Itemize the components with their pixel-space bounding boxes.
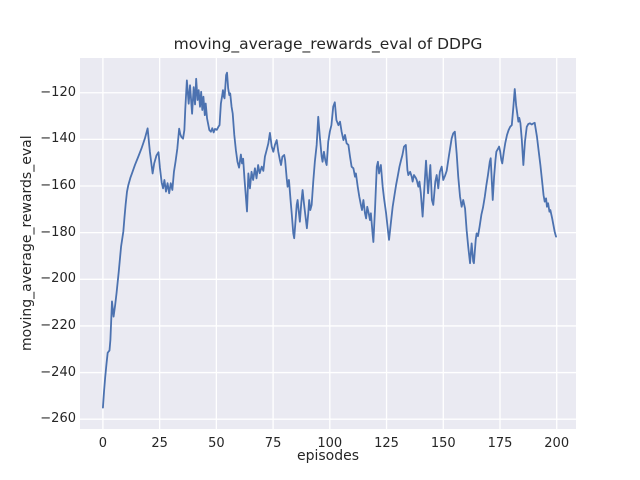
series-line xyxy=(102,71,557,409)
chart-title: moving_average_rewards_eval of DDPG xyxy=(173,35,483,53)
x-tick-label: 75 xyxy=(264,436,282,451)
y-tick-label: −260 xyxy=(40,411,76,427)
x-tick-label: 0 xyxy=(98,436,108,451)
y-tick-label: −140 xyxy=(40,131,76,147)
y-tick-label: −200 xyxy=(40,271,76,287)
gridlines xyxy=(80,58,576,429)
x-tick-label: 125 xyxy=(374,436,399,451)
y-tick-label: −220 xyxy=(40,317,76,333)
plot-svg xyxy=(80,58,576,429)
y-tick-label: −120 xyxy=(40,84,76,100)
x-tick-label: 50 xyxy=(208,436,225,451)
y-tick-label: −180 xyxy=(40,224,76,240)
y-tick-label: −240 xyxy=(40,364,76,380)
plot-area xyxy=(80,58,576,429)
x-tick-label: 150 xyxy=(430,436,456,451)
x-tick-label: 200 xyxy=(544,436,570,451)
reward-line-series xyxy=(102,71,557,409)
y-tick-label: −160 xyxy=(40,178,76,194)
x-tick-label: 100 xyxy=(317,436,343,451)
x-tick-label: 25 xyxy=(151,436,168,451)
x-tick-label: 175 xyxy=(487,436,513,451)
x-axis-label: episodes xyxy=(296,448,360,464)
